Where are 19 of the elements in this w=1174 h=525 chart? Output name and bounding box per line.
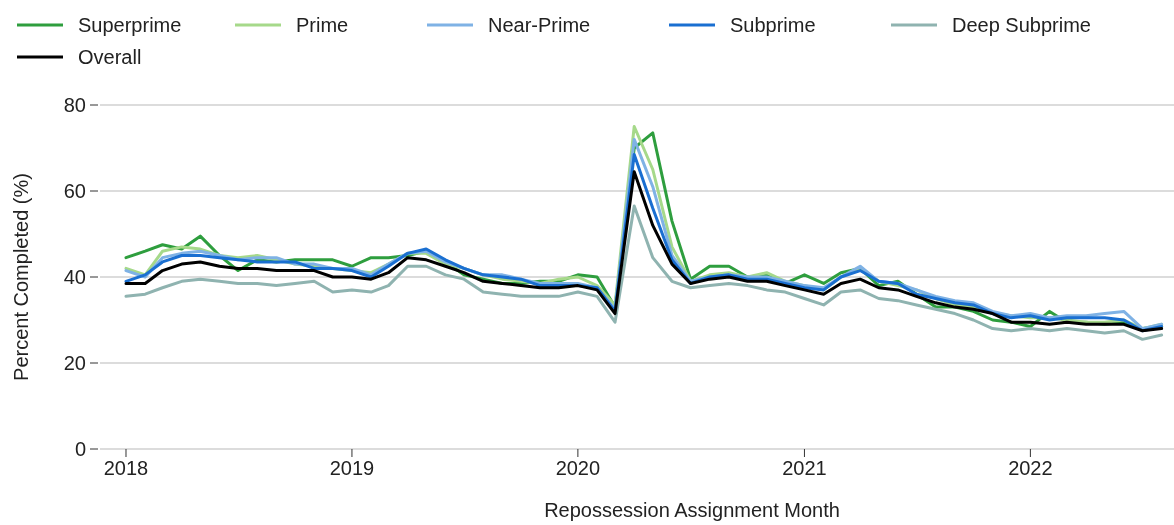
- legend-label: Subprime: [730, 14, 816, 36]
- y-tick-label: 40: [63, 266, 86, 288]
- legend-label: Near-Prime: [488, 14, 591, 36]
- legend-label: Prime: [296, 14, 349, 36]
- x-tick-label: 2022: [1008, 457, 1053, 479]
- legend-label: Superprime: [78, 14, 182, 36]
- y-tick-label: 20: [63, 352, 86, 374]
- line-series: [124, 204, 1164, 341]
- x-axis-title: Repossession Assignment Month: [544, 499, 840, 521]
- x-tick-label: 2018: [103, 457, 149, 479]
- x-tick-label: 2019: [329, 457, 375, 479]
- y-tick-label: 60: [63, 180, 86, 202]
- y-tick-label: 80: [63, 94, 86, 116]
- legend-label: Deep Subprime: [952, 14, 1091, 36]
- y-axis-title: Percent Completed (%): [10, 173, 32, 381]
- x-tick-label: 2020: [555, 457, 601, 479]
- legend-label: Overall: [78, 46, 142, 68]
- x-tick-label: 2021: [782, 457, 827, 479]
- y-tick-label: 0: [74, 438, 86, 460]
